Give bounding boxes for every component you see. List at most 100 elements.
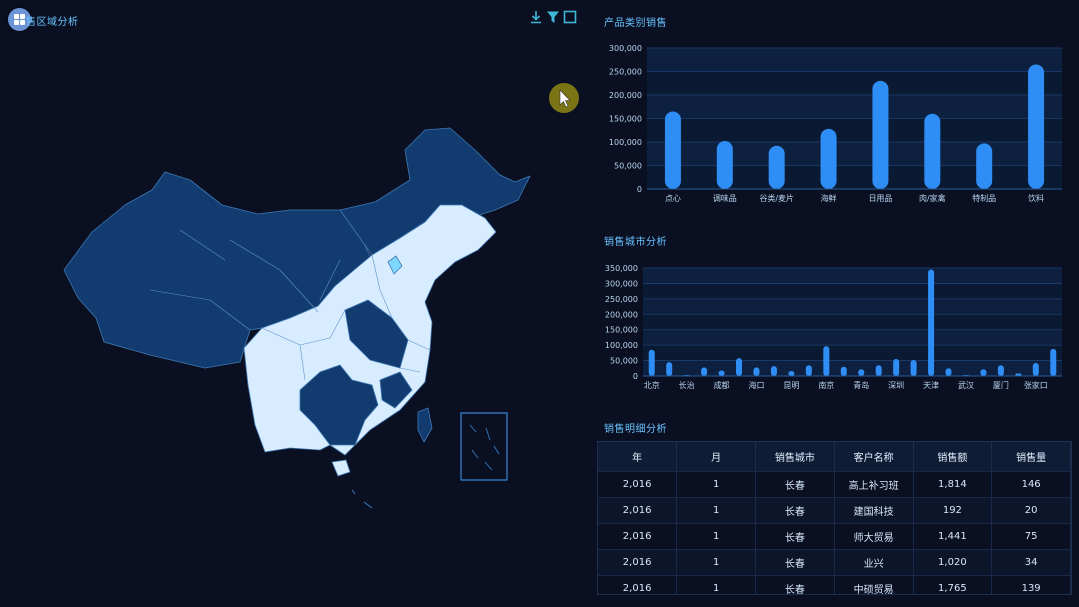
app-grid-button[interactable] <box>8 8 31 31</box>
x-tick-label: 青岛 <box>853 380 869 390</box>
table-cell: 139 <box>991 575 1071 594</box>
y-tick-label: 150,000 <box>605 326 638 335</box>
bar <box>840 366 847 376</box>
y-tick-label: 300,000 <box>609 44 642 53</box>
table-cell: 2,016 <box>598 497 678 524</box>
x-tick-label: 日用品 <box>868 194 892 203</box>
column-header[interactable]: 月 <box>676 442 756 472</box>
x-tick-label: 北京 <box>644 380 660 390</box>
grid-icon <box>8 8 31 31</box>
x-tick-label: 调味品 <box>713 193 737 203</box>
bar <box>805 365 812 376</box>
table-cell: 2,016 <box>598 523 678 550</box>
bar <box>1050 348 1057 376</box>
table-cell: 1 <box>676 497 756 524</box>
column-header[interactable]: 年 <box>598 442 678 472</box>
table-row[interactable]: 2,016 1 长春 师大贸易 1,441 75 <box>598 523 1071 550</box>
grid-band <box>643 314 1062 330</box>
x-tick-label: 海鲜 <box>821 193 837 203</box>
grid-band <box>643 268 1062 284</box>
table-cell: 1,814 <box>913 471 993 498</box>
table-cell: 20 <box>991 497 1071 524</box>
table-cell: 长春 <box>755 523 835 550</box>
table-cell: 2,016 <box>598 549 678 576</box>
china-map <box>63 127 531 509</box>
bar <box>753 367 760 376</box>
grid-band <box>643 329 1062 346</box>
city-chart-title: 销售城市分析 <box>604 237 667 248</box>
table-cell: 1,441 <box>913 523 993 550</box>
bar <box>945 368 952 376</box>
bar <box>872 80 889 189</box>
column-header[interactable]: 客户名称 <box>834 442 914 472</box>
bar <box>1028 64 1045 189</box>
bar <box>875 365 882 376</box>
filter-icon[interactable] <box>546 10 560 24</box>
bar <box>1015 373 1022 376</box>
grid-band <box>647 165 1062 189</box>
y-tick-label: 100,000 <box>605 341 638 350</box>
y-tick-label: 250,000 <box>609 68 642 77</box>
table-cell: 长春 <box>755 497 835 524</box>
bar <box>976 143 993 189</box>
grid-band <box>647 118 1062 142</box>
bar <box>666 362 673 376</box>
x-tick-label: 成都 <box>714 380 730 390</box>
table-row[interactable]: 2,016 1 长春 业兴 1,020 34 <box>598 549 1071 576</box>
bar <box>736 358 743 376</box>
y-tick-label: 0 <box>637 185 642 194</box>
bar <box>980 369 987 376</box>
table-cell: 1 <box>676 523 756 550</box>
map-panel: 售区域分析 <box>8 8 579 509</box>
column-header[interactable]: 销售额 <box>913 442 993 472</box>
bar <box>716 141 733 189</box>
map-panel-title: 售区域分析 <box>26 17 79 28</box>
table-cell: 75 <box>991 523 1071 550</box>
map-south-sea-inset <box>460 412 508 481</box>
map-region-central-dark <box>344 299 409 369</box>
table-cell: 长春 <box>755 575 835 594</box>
table-cell: 1 <box>676 549 756 576</box>
grid-band <box>643 345 1062 361</box>
bar <box>997 365 1004 376</box>
table-row[interactable]: 2,016 1 长春 建国科技 192 20 <box>598 497 1071 524</box>
bar <box>701 367 708 376</box>
column-header[interactable]: 销售城市 <box>755 442 835 472</box>
y-tick-label: 0 <box>633 372 638 381</box>
table-cell: 高上补习班 <box>834 471 914 498</box>
bar <box>1032 363 1039 376</box>
table-cell: 2,016 <box>598 575 678 594</box>
city-bar-chart: 0 50,000 100,000 150,000 200,000 250,000 300,0… <box>605 264 1062 390</box>
table-cell: 1,765 <box>913 575 993 594</box>
table-row[interactable]: 2,016 1 长春 高上补习班 1,814 146 <box>598 471 1071 498</box>
column-header[interactable]: 销售量 <box>991 442 1071 472</box>
download-icon[interactable] <box>529 10 543 24</box>
y-tick-label: 150,000 <box>609 115 642 124</box>
y-tick-label: 350,000 <box>605 264 638 273</box>
bar <box>820 128 837 189</box>
table-cell: 师大贸易 <box>834 523 914 550</box>
x-tick-label: 天津 <box>923 380 939 390</box>
table-cell: 长春 <box>755 471 835 498</box>
y-tick-label: 250,000 <box>605 295 638 304</box>
maximize-icon[interactable] <box>563 10 577 24</box>
grid-band <box>647 142 1062 166</box>
y-tick-label: 200,000 <box>609 91 642 100</box>
x-tick-label: 肉/家禽 <box>919 193 946 203</box>
y-tick-label: 100,000 <box>609 138 642 147</box>
bar <box>858 369 865 376</box>
grid-band <box>647 95 1062 119</box>
table-cell: 建国科技 <box>834 497 914 524</box>
map-region-highlight <box>387 255 403 275</box>
x-tick-label: 深圳 <box>888 380 904 390</box>
x-tick-label: 长治 <box>679 380 695 390</box>
y-tick-label: 300,000 <box>605 279 638 288</box>
x-tick-label: 南京 <box>818 380 834 390</box>
table-cell: 34 <box>991 549 1071 576</box>
x-tick-label: 特制品 <box>972 193 996 203</box>
table-cell: 146 <box>991 471 1071 498</box>
table-row[interactable]: 2,016 1 长春 中硕贸易 1,765 139 <box>598 575 1071 594</box>
map-region-hainan <box>331 459 351 477</box>
bar <box>928 269 935 376</box>
x-tick-label: 昆明 <box>783 381 799 390</box>
